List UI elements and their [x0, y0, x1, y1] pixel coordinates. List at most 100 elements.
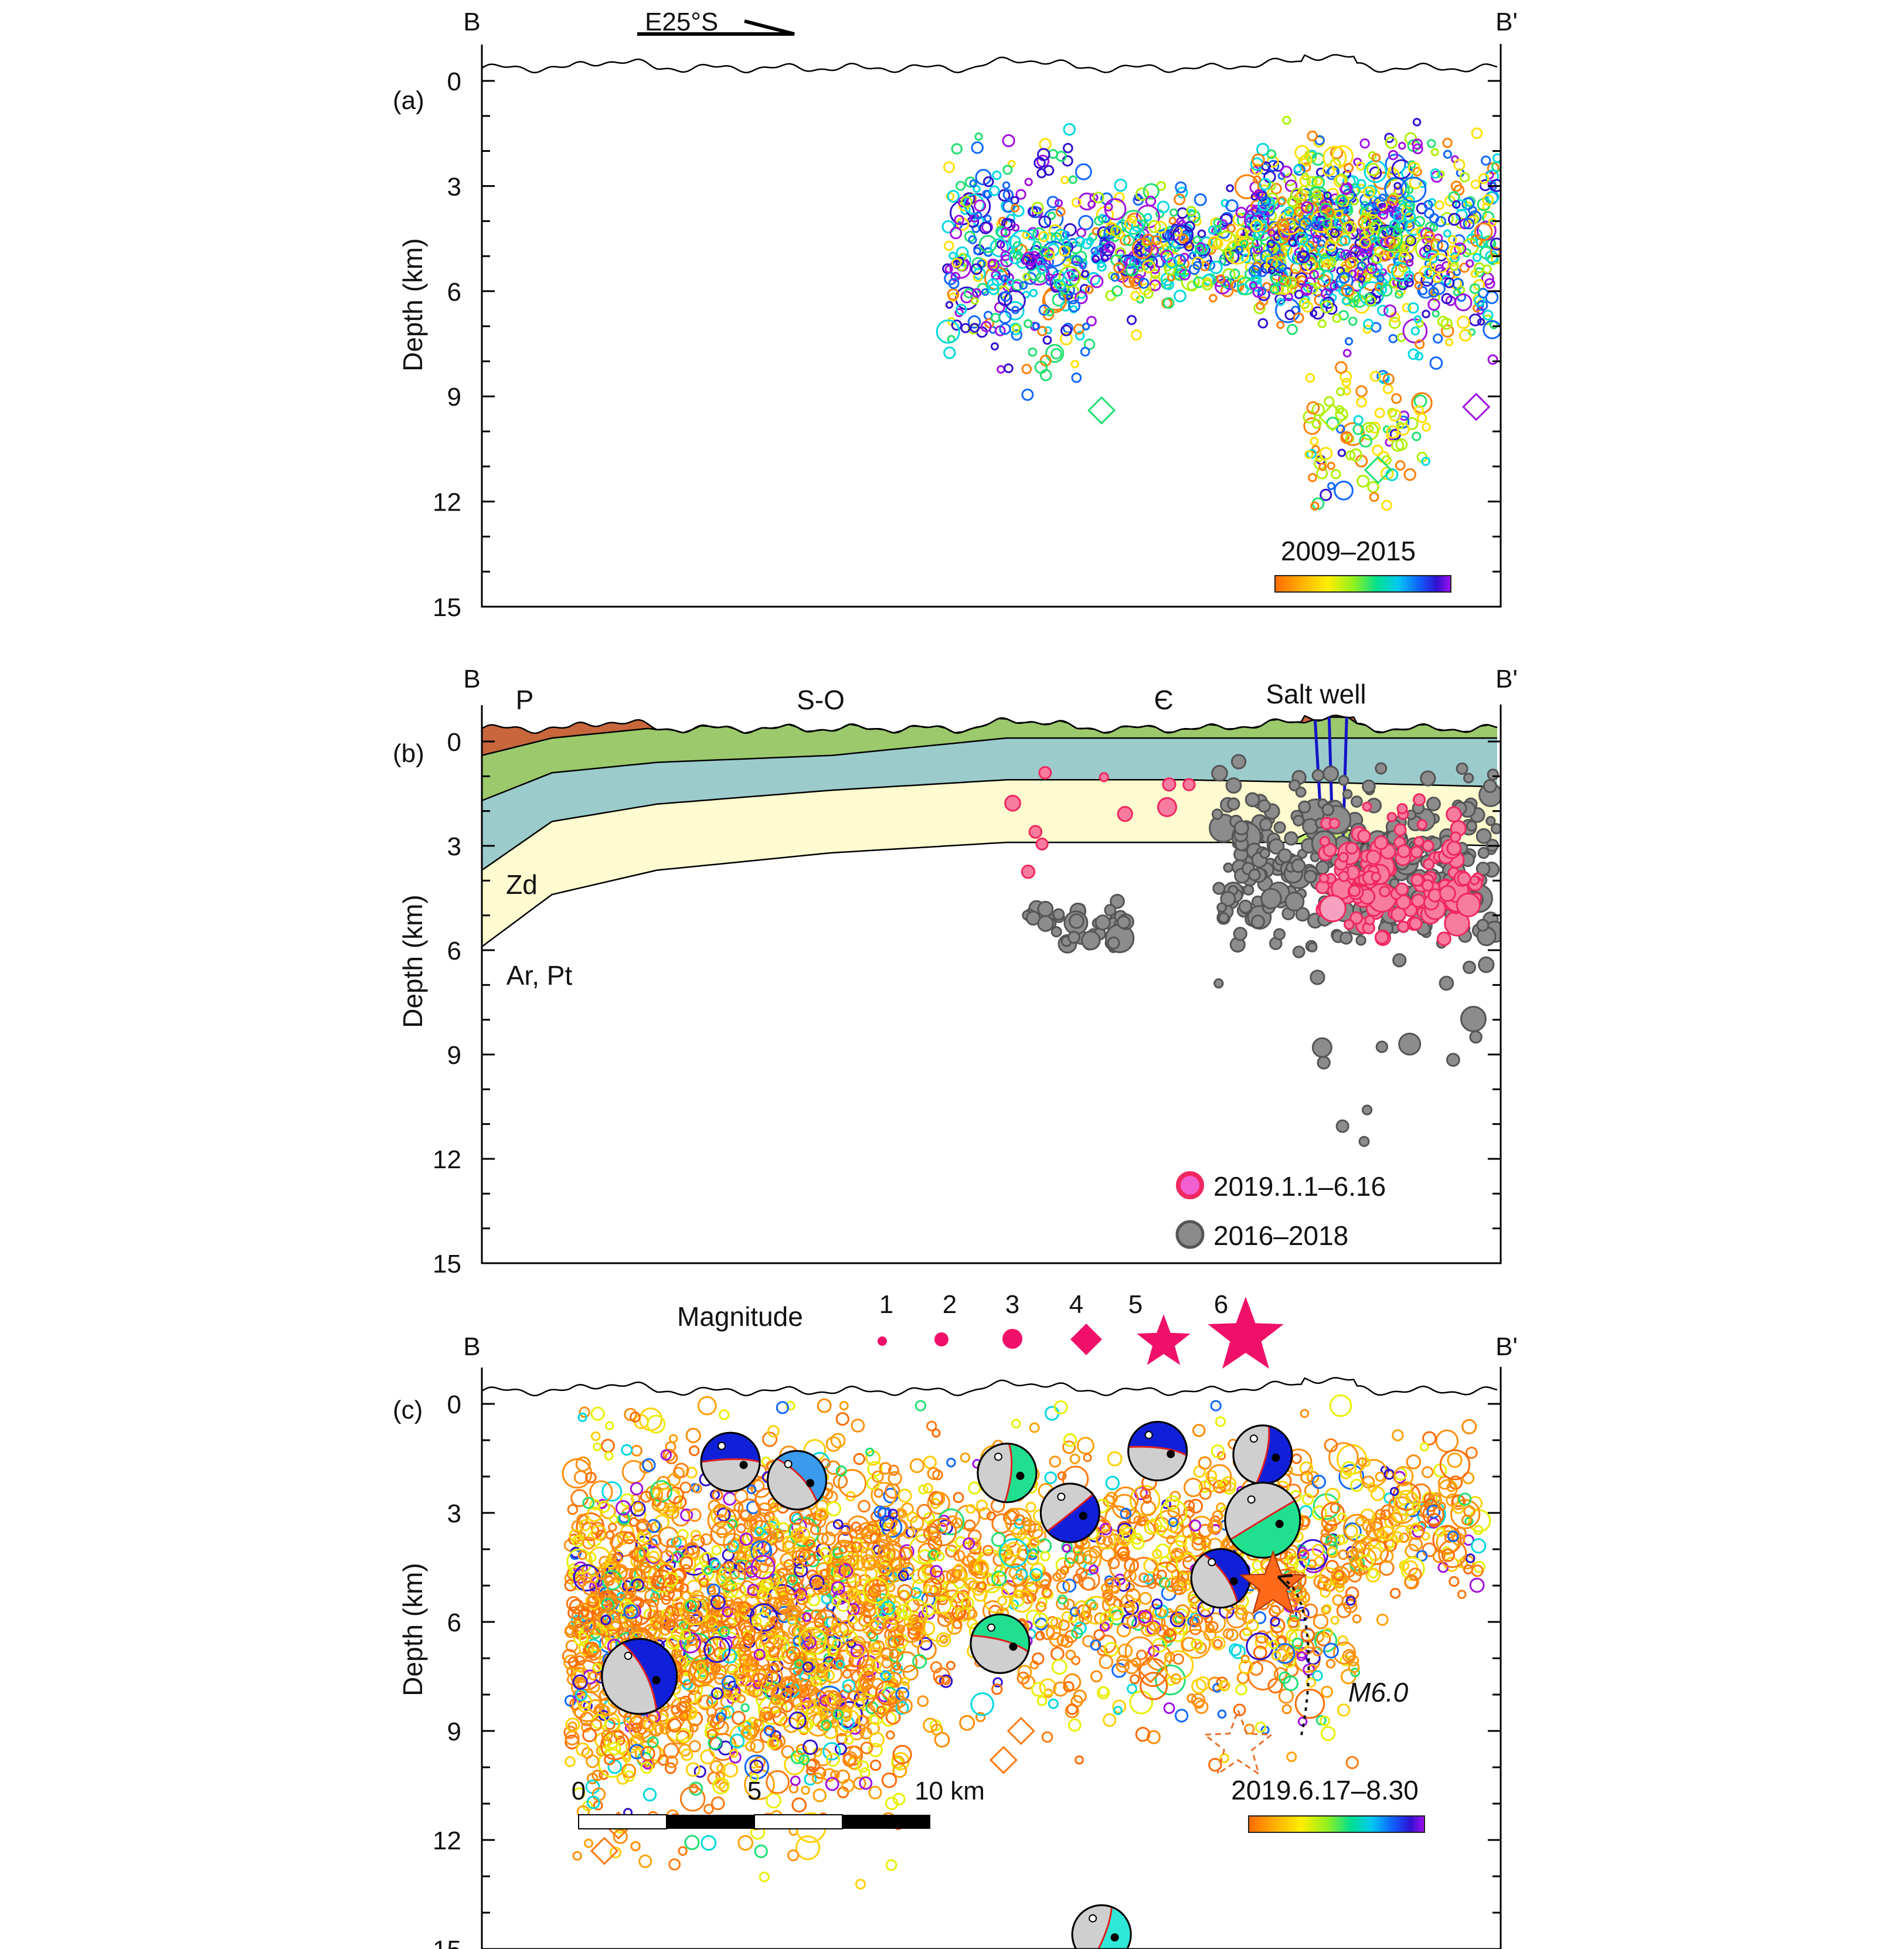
event-2009-2015	[1331, 469, 1341, 479]
event-2019-jan-jun	[1328, 818, 1340, 829]
event-2019-jun-aug	[750, 1520, 771, 1541]
event-2009-2015	[1387, 195, 1399, 206]
event-2009-2015	[1414, 281, 1423, 290]
event-2019-jun-aug	[1099, 1522, 1113, 1536]
event-2019-jun-aug	[826, 1501, 842, 1516]
event-2009-2015	[1019, 281, 1028, 290]
event-2019-jun-aug	[1045, 1406, 1060, 1421]
event-2019-jun-aug	[582, 1536, 596, 1550]
event-2019-jun-aug	[1089, 1601, 1099, 1611]
event-2019-jan-jun	[1344, 919, 1355, 930]
event-2019-jun-aug	[1205, 1470, 1218, 1482]
event-2019-jun-aug	[869, 1642, 882, 1656]
event-2009-2015	[1012, 324, 1021, 333]
event-2009-2015	[1388, 334, 1398, 343]
event-2009-2015	[1326, 416, 1339, 430]
event-2019-jun-aug	[1058, 1619, 1070, 1631]
event-2009-2015	[1011, 223, 1020, 232]
event-2019-jan-jun	[1028, 825, 1043, 839]
event-2016-2018	[1104, 904, 1117, 917]
event-2019-jun-aug	[663, 1743, 679, 1759]
event-2009-2015	[1145, 195, 1157, 207]
event-2019-jun-aug	[869, 1619, 879, 1630]
event-2019-jun-aug	[1332, 1641, 1356, 1665]
event-2019-jun-aug	[769, 1615, 779, 1625]
event-2019-jun-aug	[1049, 1632, 1065, 1647]
event-2019-jun-aug	[660, 1449, 672, 1461]
event-2009-2015	[1365, 185, 1378, 197]
event-2019-jun-aug	[1143, 1557, 1159, 1574]
event-2016-2018	[1456, 762, 1468, 775]
event-2019-jun-aug	[647, 1414, 666, 1434]
event-2009-2015	[989, 185, 1000, 196]
event-2019-jun-aug	[711, 1545, 722, 1556]
event-2009-2015	[1446, 245, 1460, 258]
event-2009-2015	[1388, 409, 1402, 422]
event-2009-2015	[1445, 338, 1454, 346]
event-2019-jun-aug	[692, 1484, 702, 1494]
event-2019-jun-aug	[1116, 1577, 1131, 1592]
event-2019-jun-aug	[776, 1600, 789, 1613]
event-2019-jun-aug	[744, 1680, 757, 1692]
event-2009-2015	[1208, 236, 1222, 250]
event-2019-jun-aug	[1269, 1605, 1281, 1618]
event-2009-2015	[1299, 175, 1311, 187]
event-2019-jun-aug	[892, 1763, 907, 1778]
event-2019-jun-aug	[1063, 1681, 1075, 1692]
event-2019-jan-jun	[1469, 875, 1480, 886]
event-2019-jun-aug	[871, 1470, 884, 1483]
event-2019-jun-aug	[817, 1706, 829, 1718]
event-2019-jun-aug	[767, 1425, 780, 1438]
event-2009-2015	[1376, 274, 1385, 283]
event-2019-jun-aug	[1220, 1680, 1230, 1691]
event-2009-2015	[1468, 215, 1477, 225]
event-2019-jun-aug	[1296, 1651, 1307, 1662]
event-2009-2015	[944, 265, 953, 274]
event-2019-jun-aug	[802, 1739, 818, 1756]
event-2009-2015	[1103, 226, 1117, 239]
event-2019-jun-aug	[869, 1732, 885, 1748]
event-2009-2015	[945, 301, 954, 309]
event-2019-jun-aug	[668, 1858, 681, 1871]
event-2009-2015	[1002, 189, 1014, 200]
event-2019-jun-aug	[753, 1756, 766, 1768]
event-2009-2015	[1215, 278, 1230, 295]
event-2019-jun-aug	[742, 1725, 756, 1740]
event-2019-jun-aug	[584, 1838, 594, 1848]
event-2019-jun-aug	[862, 1557, 876, 1571]
magnitude-symbol-2	[934, 1332, 948, 1346]
event-2019-jun-aug	[1062, 1579, 1077, 1593]
event-2009-2015	[1481, 155, 1491, 166]
event-2009-2015	[979, 222, 992, 234]
event-2019-jan-jun	[1364, 914, 1375, 926]
event-2019-jun-aug	[1143, 1573, 1154, 1585]
event-2016-2018	[1227, 797, 1240, 811]
event-2009-2015	[1277, 196, 1287, 205]
layer-cambrian	[482, 738, 1497, 870]
event-2009-2015	[1114, 192, 1125, 203]
event-2009-2015	[1356, 161, 1365, 171]
event-2016-2018	[1375, 762, 1388, 775]
event-2009-2015	[1385, 136, 1398, 149]
event-2019-jun-aug	[1321, 1685, 1333, 1698]
event-2009-2015	[1222, 268, 1236, 282]
event-2009-2015	[1413, 315, 1422, 324]
event-2019-jun-aug	[1313, 1614, 1329, 1630]
event-2019-jun-aug	[885, 1797, 899, 1810]
event-2009-2015	[1294, 247, 1305, 258]
event-2009-2015	[1349, 298, 1359, 308]
event-2019-jun-aug	[795, 1547, 810, 1563]
event-2009-2015	[1079, 261, 1087, 270]
event-2009-2015	[1126, 315, 1137, 325]
event-2009-2015	[1050, 232, 1063, 244]
event-2019-jan-jun	[1457, 871, 1471, 886]
event-2019-jun-aug	[1133, 1515, 1143, 1525]
event-2009-2015	[1007, 278, 1015, 287]
event-2019-jun-aug	[1207, 1520, 1222, 1535]
event-2009-2015	[1010, 196, 1019, 205]
event-2019-jan-jun	[1038, 766, 1052, 780]
event-2019-jun-aug	[624, 1407, 637, 1421]
event-2009-2015	[1335, 407, 1348, 421]
event-2019-jun-aug	[977, 1581, 987, 1591]
event-2009-2015	[1226, 223, 1236, 233]
